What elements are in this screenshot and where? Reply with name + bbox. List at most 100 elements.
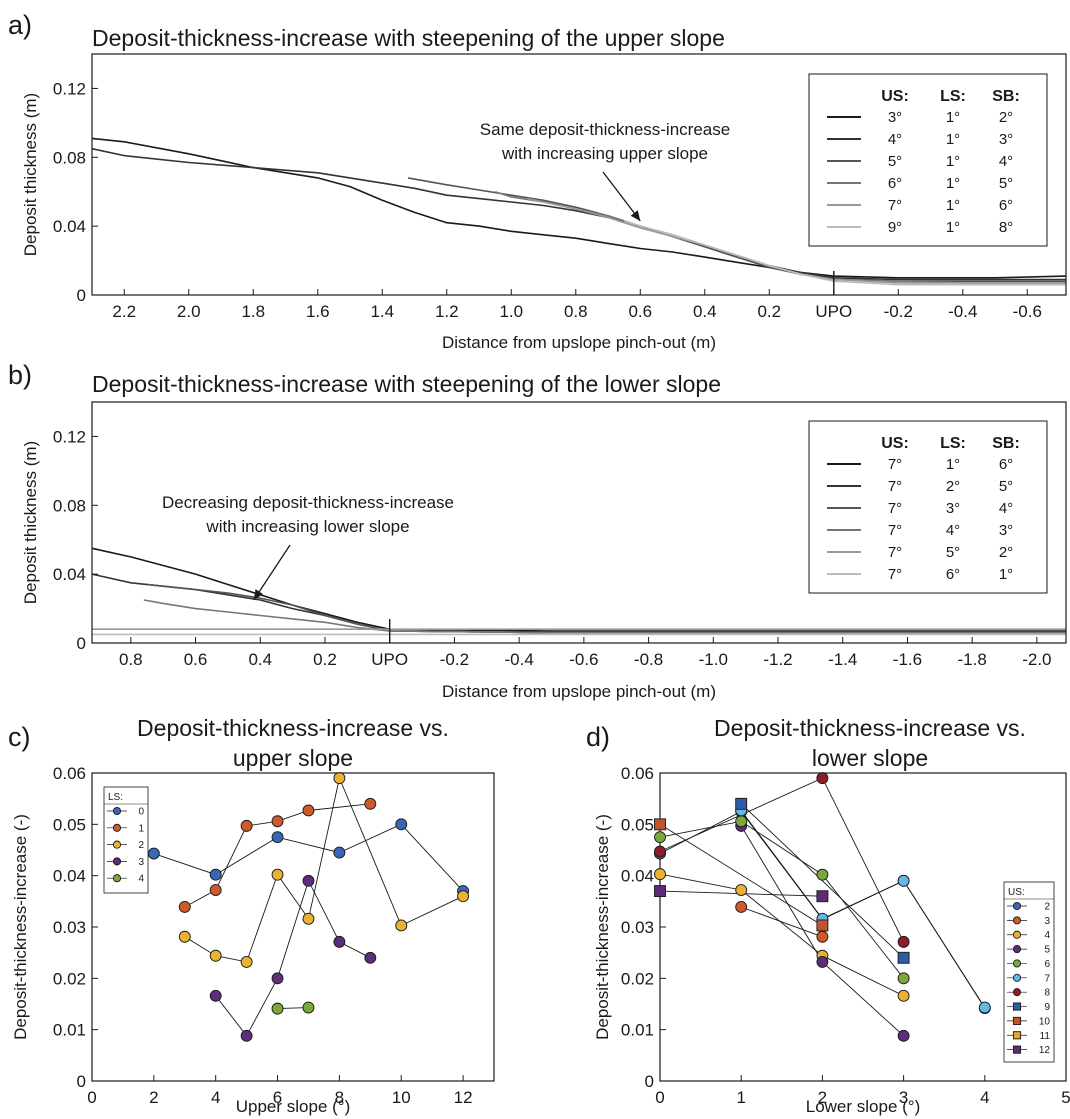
y-tick-label: 0.03 — [621, 918, 654, 937]
data-point-4 — [271, 1002, 284, 1015]
x-tick-label: -0.6 — [1013, 302, 1042, 321]
y-tick-label: 0 — [77, 286, 86, 305]
panel-a-thickness-upper-slope: a) Deposit-thickness-increase with steepe… — [8, 10, 1067, 352]
x-tick-label: -1.6 — [893, 650, 922, 669]
legend-marker — [112, 840, 122, 849]
data-point-3 — [302, 874, 315, 887]
x-tick-label: -0.4 — [948, 302, 977, 321]
panel-b-thickness-lower-slope: b) Deposit-thickness-increase with steepe… — [8, 360, 1067, 701]
panel-title-line-1: Deposit-thickness-increase vs. — [137, 715, 449, 741]
legend-marker — [1012, 973, 1022, 982]
plot-frame — [91, 772, 495, 1082]
series-line-2 — [659, 810, 986, 1009]
legend: US: 2 3 4 5 6 7 8 9 10 11 12 — [1003, 881, 1055, 1063]
data-point-8 — [897, 935, 910, 948]
legend: US: LS: SB: 7° 1° 6° 7° 2° 5° 7° 3° 4° 7° 4° 3° 7° 5° 2° 7… — [808, 420, 1048, 594]
x-tick-label: 0.6 — [184, 650, 208, 669]
y-tick-label: 0.04 — [53, 565, 86, 584]
legend-sb-value: 4° — [999, 500, 1013, 517]
legend-header-3: SB: — [992, 88, 1020, 105]
legend-entry-label: 3 — [1044, 916, 1050, 927]
y-tick-label: 0.12 — [53, 427, 86, 446]
legend-us-value: 9° — [888, 219, 902, 236]
legend-header-2: LS: — [940, 88, 966, 105]
data-point-10 — [816, 919, 829, 932]
data-point-10 — [654, 818, 666, 831]
legend-marker — [1012, 988, 1022, 997]
y-axis-label: Deposit-thickness-increase (-) — [11, 814, 30, 1040]
y-tick-label: 0.06 — [621, 764, 654, 783]
annotation-arrow — [253, 544, 291, 601]
data-point-7 — [978, 1001, 991, 1014]
legend-ls-value: 2° — [946, 478, 960, 495]
legend-ls-value: 3° — [946, 500, 960, 517]
data-point-6 — [816, 868, 829, 881]
x-tick-label: 1.0 — [499, 302, 523, 321]
x-tick-label: 0 — [87, 1088, 96, 1107]
x-axis-label: Distance from upslope pinch-out (m) — [442, 682, 716, 701]
series-line-4 — [659, 873, 904, 997]
y-tick-label: 0.01 — [621, 1021, 654, 1040]
panel-title-line-2: upper slope — [233, 745, 353, 771]
legend-ls-value: 1° — [946, 456, 960, 473]
panel-c-increase-vs-upper-slope: c) Deposit-thickness-increase vs. upper sl… — [8, 715, 495, 1116]
x-tick-label: 10 — [392, 1088, 411, 1107]
data-point-0 — [395, 818, 408, 831]
legend-box — [1003, 881, 1055, 1063]
legend-entry-label: 2 — [138, 840, 144, 851]
x-tick-label: UPO — [371, 650, 408, 669]
data-point-3 — [816, 930, 829, 943]
panel-label: b) — [8, 360, 32, 390]
y-tick-label: 0.08 — [53, 148, 86, 167]
data-point-2 — [395, 919, 408, 932]
data-point-0 — [147, 847, 160, 860]
y-tick-label: 0.05 — [621, 815, 654, 834]
panel-title-line-2: lower slope — [812, 745, 928, 771]
legend-sb-value: 3° — [999, 522, 1013, 539]
series-line-8 — [659, 777, 905, 943]
data-point-3 — [333, 935, 346, 948]
series-line-7 — [740, 810, 986, 1008]
panel-title-line-1: Deposit-thickness-increase vs. — [714, 715, 1026, 741]
legend-marker — [1012, 1016, 1022, 1025]
data-point-4 — [302, 1001, 315, 1014]
legend-ls-value: 1° — [946, 219, 960, 236]
legend-sb-value: 4° — [999, 153, 1013, 170]
data-point-2 — [240, 955, 253, 968]
legend-sb-value: 5° — [999, 175, 1013, 192]
y-tick-label: 0.02 — [621, 969, 654, 988]
data-point-4 — [735, 884, 748, 896]
data-point-12 — [816, 890, 829, 903]
legend-ls-value: 4° — [946, 522, 960, 539]
x-tick-label: 1 — [736, 1088, 745, 1107]
x-tick-label: 8 — [335, 1088, 344, 1107]
data-point-5 — [897, 1029, 910, 1042]
annotation-line-2: with increasing upper slope — [501, 144, 708, 163]
panel-label: a) — [8, 10, 32, 40]
legend-header-3: SB: — [992, 435, 1020, 452]
series-line-2 — [184, 776, 464, 963]
legend-marker — [1012, 901, 1022, 911]
legend-entry-label: 2 — [1044, 902, 1050, 913]
y-axis-label: Deposit thickness (m) — [21, 93, 40, 256]
data-point-1 — [209, 884, 222, 896]
legend-us-value: 7° — [888, 456, 902, 473]
legend-us-value: 5° — [888, 153, 902, 170]
data-point-3 — [735, 901, 748, 913]
legend-title: US: — [1008, 887, 1025, 898]
data-point-1 — [240, 819, 253, 832]
data-point-2 — [333, 772, 346, 785]
legend-entry-label: 7 — [1044, 973, 1050, 984]
data-point-0 — [333, 846, 346, 859]
legend-ls-value: 1° — [946, 175, 960, 192]
annotation-arrow — [602, 171, 641, 222]
x-axis-label: Distance from upslope pinch-out (m) — [442, 333, 716, 352]
legend-entry-label: 5 — [1044, 945, 1050, 956]
x-tick-label: 12 — [454, 1088, 473, 1107]
legend-ls-value: 1° — [946, 197, 960, 214]
x-axis-label: Upper slope (°) — [236, 1097, 351, 1116]
legend-ls-value: 1° — [946, 153, 960, 170]
series-line-1 — [91, 547, 1066, 632]
y-tick-label: 0.03 — [53, 918, 86, 937]
